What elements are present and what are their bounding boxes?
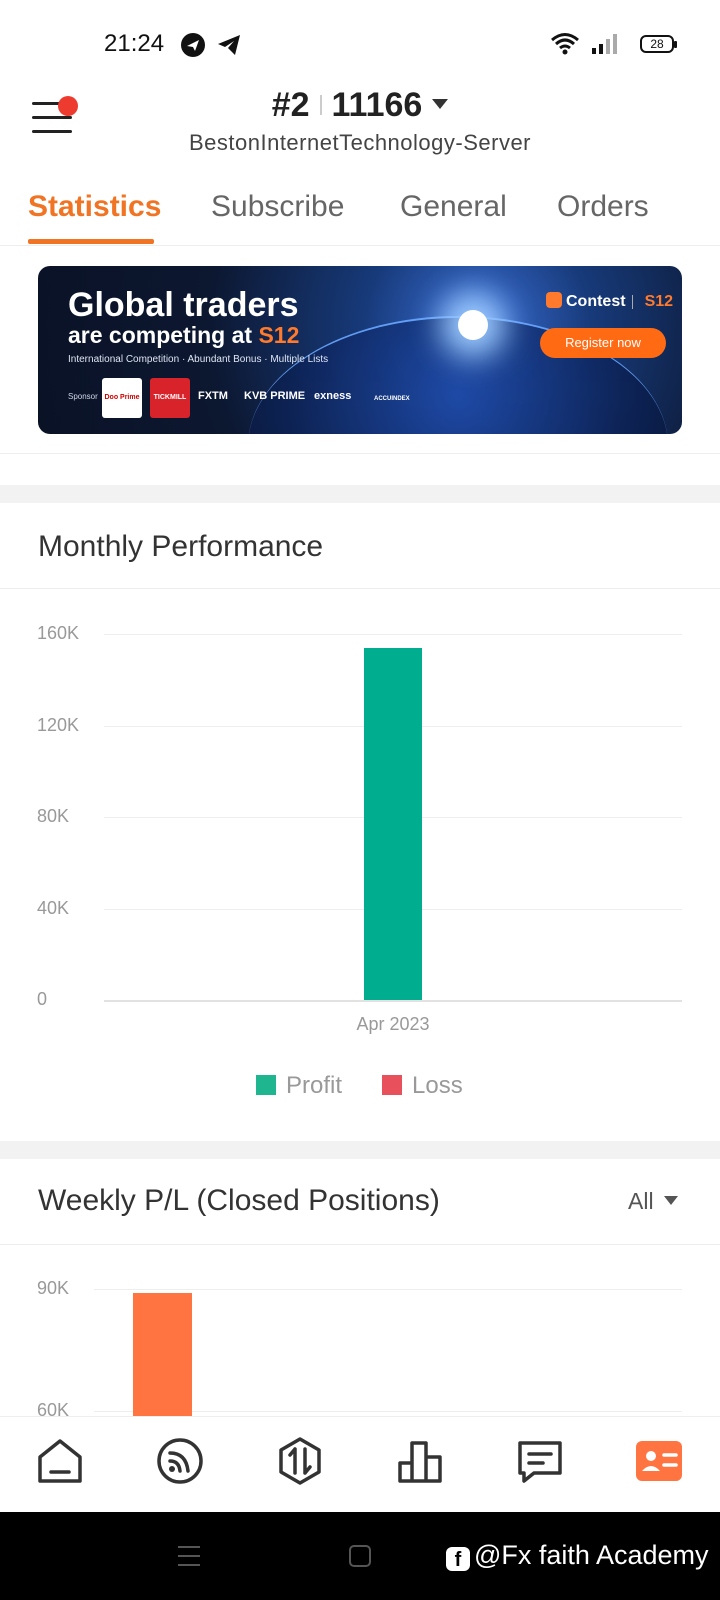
tab-statistics[interactable]: Statistics <box>28 190 162 223</box>
tab-orders[interactable]: Orders <box>557 190 649 223</box>
banner-subtitle-line: are competing at S12 <box>68 322 300 348</box>
account-selector[interactable]: #2 11166 <box>0 86 720 125</box>
message-icon[interactable] <box>514 1435 566 1487</box>
section-separator <box>0 485 720 503</box>
exness-logo: exness <box>314 390 352 402</box>
trade-icon[interactable] <box>274 1435 326 1487</box>
gridline <box>104 634 682 635</box>
x-axis-line <box>104 1000 682 1002</box>
banner-highlight: S12 <box>258 322 300 348</box>
home-icon[interactable] <box>34 1435 86 1487</box>
caret-down-icon <box>663 1196 678 1206</box>
tab-bar: Statistics Subscribe General Orders <box>0 186 720 246</box>
glow-graphic <box>458 310 488 340</box>
weekly-filter-dropdown[interactable]: All <box>628 1188 678 1215</box>
status-time: 21:24 <box>104 30 165 57</box>
y-tick-label: 60K <box>37 1400 70 1420</box>
weekly-pl-title: Weekly P/L (Closed Positions) <box>38 1184 440 1217</box>
bar-profit[interactable] <box>364 647 422 1000</box>
contest-banner[interactable]: Global traders are competing at S12 Inte… <box>38 266 682 434</box>
x-tick-label: Apr 2023 <box>356 1014 430 1034</box>
y-tick-label: 120K <box>37 714 80 735</box>
battery-icon: 28 <box>640 35 677 53</box>
send-icon <box>181 33 205 57</box>
gridline <box>94 1411 682 1412</box>
caret-down-icon <box>432 99 449 110</box>
home-button-icon[interactable] <box>348 1544 372 1568</box>
account-id: 11166 <box>331 86 423 124</box>
tab-general[interactable]: General <box>400 190 507 223</box>
fxtm-logo: FXTM <box>198 390 228 402</box>
recents-icon[interactable] <box>176 1544 202 1568</box>
chart-icon[interactable] <box>394 1435 446 1487</box>
server-name: BestonInternetTechnology-Server <box>188 130 532 155</box>
tab-subscribe[interactable]: Subscribe <box>211 190 345 223</box>
sponsor-label: Sponsor <box>68 392 98 401</box>
kvb-prime-logo: KVB PRIME <box>244 390 306 402</box>
gridline <box>94 1289 682 1290</box>
bottom-navigation <box>0 1416 720 1512</box>
y-tick-label: 40K <box>37 897 70 918</box>
menu-button[interactable] <box>32 98 76 142</box>
banner-title: Global traders <box>68 286 299 324</box>
profile-icon[interactable] <box>634 1435 686 1487</box>
y-tick-label: 160K <box>37 623 80 643</box>
tab-active-indicator <box>28 239 154 244</box>
doo-prime-logo: Doo Prime <box>102 378 142 418</box>
banner-description: International Competition · Abundant Bon… <box>68 354 329 365</box>
y-tick-label: 0 <box>37 989 48 1009</box>
divider <box>0 1244 720 1245</box>
legend-loss-swatch <box>382 1075 402 1095</box>
tickmill-logo: TICKMILL <box>150 378 190 418</box>
contest-label: Contest S12 <box>546 292 673 311</box>
feed-icon[interactable] <box>154 1435 206 1487</box>
legend-loss[interactable]: Loss <box>382 1072 463 1100</box>
y-tick-label: 80K <box>37 806 70 826</box>
account-rank: #2 <box>271 86 310 124</box>
section-separator <box>0 1141 720 1159</box>
telegram-icon <box>218 35 240 55</box>
legend-profit-swatch <box>256 1075 276 1095</box>
wifi-icon <box>551 33 579 55</box>
register-now-button[interactable]: Register now <box>540 328 666 358</box>
facebook-icon: f <box>446 1547 470 1571</box>
y-tick-label: 90K <box>37 1278 70 1298</box>
divider <box>0 453 720 454</box>
watermark: f @Fx faith Academy <box>446 1540 709 1571</box>
divider <box>0 588 720 589</box>
notification-dot <box>58 96 78 116</box>
contest-icon <box>546 292 562 308</box>
signal-icon <box>592 34 617 54</box>
accuindex-logo: ACCUINDEX <box>374 396 410 402</box>
legend-profit[interactable]: Profit <box>256 1072 342 1100</box>
monthly-performance-title: Monthly Performance <box>38 530 324 563</box>
system-navigation-bar: f @Fx faith Academy <box>0 1512 720 1600</box>
battery-level: 28 <box>650 37 664 51</box>
status-bar: 21:24 28 <box>0 0 720 80</box>
bar-weekly-pl[interactable] <box>133 1293 192 1416</box>
